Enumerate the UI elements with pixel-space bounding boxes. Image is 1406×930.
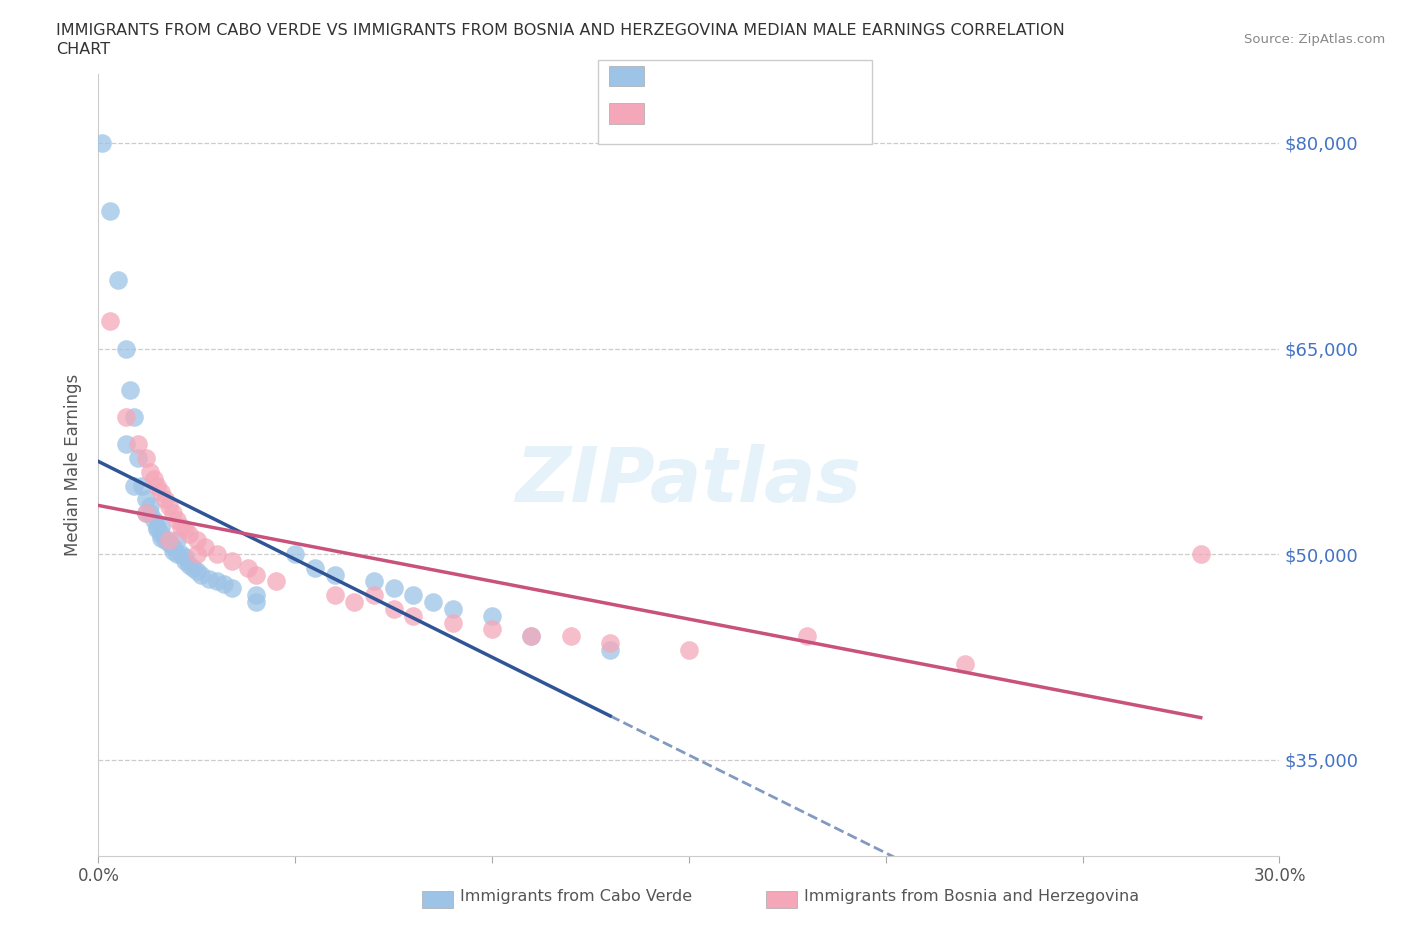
Point [98, 204, 121, 219]
Point [186, 533, 208, 548]
Point [98, 313, 121, 328]
Point [197, 571, 219, 586]
Point [146, 522, 169, 537]
Point [162, 506, 184, 521]
Text: ZIPatlas: ZIPatlas [516, 444, 862, 518]
Point [221, 581, 243, 596]
Point [150, 530, 173, 545]
Point [186, 563, 208, 578]
Point [181, 561, 204, 576]
Point [166, 512, 188, 527]
Point [150, 485, 173, 499]
Point [135, 506, 157, 521]
Point [107, 272, 129, 287]
Point [157, 536, 180, 551]
Point [150, 519, 173, 534]
Text: Immigrants from Cabo Verde: Immigrants from Cabo Verde [460, 889, 692, 904]
Point [363, 574, 385, 589]
Point [177, 526, 200, 541]
Point [245, 594, 267, 609]
Point [135, 451, 157, 466]
Point [402, 608, 425, 623]
Text: CHART: CHART [56, 42, 110, 57]
Point [118, 382, 141, 397]
Point [323, 588, 346, 603]
Point [481, 622, 503, 637]
Point [1189, 547, 1212, 562]
Point [194, 539, 217, 554]
Point [91, 136, 114, 151]
Point [205, 547, 228, 562]
Point [599, 636, 621, 651]
Text: Immigrants from Bosnia and Herzegovina: Immigrants from Bosnia and Herzegovina [804, 889, 1139, 904]
Point [221, 553, 243, 568]
Point [115, 409, 138, 424]
Point [115, 341, 138, 356]
Point [441, 602, 464, 617]
Point [402, 588, 425, 603]
Point [170, 519, 193, 534]
Point [343, 594, 366, 609]
Text: R = -0.276   N = 50: R = -0.276 N = 50 [651, 72, 828, 89]
Point [127, 437, 149, 452]
Point [157, 498, 180, 513]
Point [245, 567, 267, 582]
Point [131, 478, 153, 493]
Point [323, 567, 346, 582]
Point [155, 492, 177, 507]
Point [174, 522, 197, 537]
Y-axis label: Median Male Earnings: Median Male Earnings [65, 374, 83, 556]
Point [678, 643, 700, 658]
Point [138, 464, 160, 479]
Point [382, 581, 405, 596]
Point [127, 451, 149, 466]
Point [205, 574, 228, 589]
Point [157, 533, 180, 548]
Point [166, 533, 188, 548]
Point [122, 478, 145, 493]
Point [155, 533, 177, 548]
Text: IMMIGRANTS FROM CABO VERDE VS IMMIGRANTS FROM BOSNIA AND HERZEGOVINA MEDIAN MALE: IMMIGRANTS FROM CABO VERDE VS IMMIGRANTS… [56, 23, 1064, 38]
Point [122, 409, 145, 424]
Point [135, 506, 157, 521]
Point [264, 574, 287, 589]
Point [150, 526, 173, 541]
Point [162, 544, 184, 559]
Point [441, 615, 464, 630]
Point [382, 602, 405, 617]
Point [363, 588, 385, 603]
Text: Source: ZipAtlas.com: Source: ZipAtlas.com [1244, 33, 1385, 46]
Point [170, 547, 193, 562]
Point [481, 608, 503, 623]
Point [115, 437, 138, 452]
Point [177, 558, 200, 573]
Point [186, 547, 208, 562]
Point [953, 657, 976, 671]
Point [142, 472, 165, 486]
Point [166, 547, 188, 562]
Point [422, 594, 444, 609]
Point [190, 567, 212, 582]
Point [599, 643, 621, 658]
Point [135, 492, 157, 507]
Point [146, 519, 169, 534]
Point [214, 577, 236, 591]
Text: R = -0.253   N = 39: R = -0.253 N = 39 [651, 109, 828, 126]
Point [174, 553, 197, 568]
Point [138, 498, 160, 513]
Point [174, 550, 197, 565]
Point [520, 629, 543, 644]
Point [146, 478, 169, 493]
Point [138, 506, 160, 521]
Point [560, 629, 582, 644]
Point [245, 588, 267, 603]
Point [520, 629, 543, 644]
Point [142, 512, 165, 527]
Point [796, 629, 818, 644]
Point [284, 547, 307, 562]
Point [304, 561, 326, 576]
Point [162, 539, 184, 554]
Point [236, 561, 259, 576]
